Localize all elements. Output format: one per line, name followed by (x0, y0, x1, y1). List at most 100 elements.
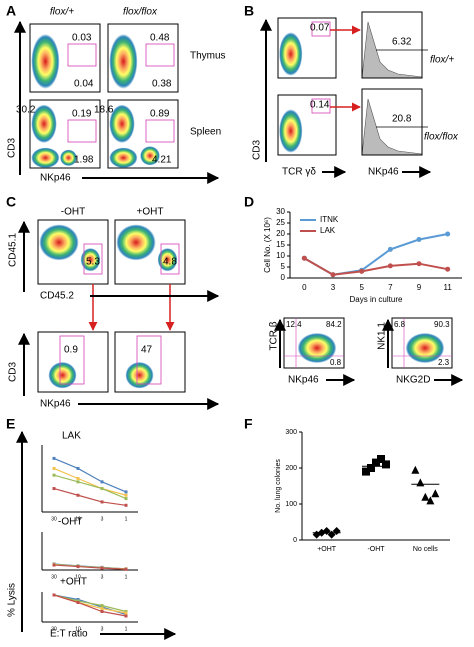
gate-value: 0.07 (310, 23, 330, 34)
y-tick-label: 5 (281, 262, 286, 271)
data-point (52, 456, 56, 460)
gate-value: 0.19 (72, 109, 92, 120)
density-blob (297, 333, 337, 363)
data-point (52, 487, 56, 491)
data-point (124, 497, 128, 501)
gate-value: 12.4 (286, 320, 302, 329)
gate (83, 243, 103, 275)
data-point (372, 458, 380, 467)
panel-label: B (244, 3, 254, 19)
gate (311, 98, 331, 114)
y-tick-label: 100 (285, 501, 297, 508)
x-tick-label: -OHT (367, 546, 385, 553)
data-point (382, 460, 390, 469)
column-label: flox/flox (123, 7, 158, 18)
data-point (52, 563, 56, 567)
density-blob (60, 149, 77, 166)
gate-value: 4.8 (163, 257, 177, 268)
gate-value: 0.38 (152, 79, 172, 90)
y-tick-label: 25 (276, 218, 285, 227)
density-blob (31, 104, 57, 143)
data-point (76, 493, 80, 497)
x-tick-label: 30 (51, 626, 57, 632)
density-blob (279, 32, 303, 76)
data-point (387, 246, 393, 252)
y-axis-label: Cell No. (X 10⁶) (263, 217, 272, 273)
axis-label: NKp46 (40, 173, 71, 184)
x-tick-label: 5 (359, 283, 364, 292)
gate (67, 43, 97, 67)
row-label: Thymus (190, 51, 226, 62)
axis-label: NKp46 (40, 399, 71, 410)
x-tick-label: 9 (417, 283, 422, 292)
data-point (100, 610, 104, 613)
legend-label: ITNK (320, 215, 339, 224)
column-label: -OHT (61, 207, 85, 218)
density-blob (125, 362, 154, 389)
gate-value: 5.3 (86, 257, 100, 268)
panel-label: F (244, 416, 253, 432)
panel-label: E (6, 416, 15, 432)
panel-label: D (244, 194, 254, 210)
x-tick-label: 30 (51, 516, 57, 522)
gate-value: 4.21 (152, 155, 172, 166)
axis-label: % Lysis (7, 583, 18, 617)
axis-label: E:T ratio (50, 629, 88, 640)
density-blob (116, 224, 156, 261)
data-point (426, 496, 435, 505)
chart-title: +OHT (60, 577, 87, 588)
series-line (53, 474, 127, 500)
axis-label: CD3 (252, 140, 263, 160)
y-tick-label: 30 (276, 207, 285, 216)
data-point (301, 255, 307, 261)
density-blob (31, 34, 60, 89)
y-tick-label: 10 (276, 251, 285, 260)
row-label: flox/+ (430, 55, 454, 66)
gate-value: 6.8 (394, 320, 406, 329)
gate (145, 43, 175, 67)
gate-value: 2.3 (438, 358, 450, 367)
axis-label: CD3 (7, 138, 18, 158)
density-blob (39, 224, 79, 261)
gate-value: 1.98 (74, 155, 94, 166)
series-line (53, 564, 127, 570)
histogram-frame (361, 88, 423, 156)
data-point (124, 503, 128, 507)
series-line (53, 594, 127, 617)
x-tick-label: 0 (302, 283, 307, 292)
axis-label: NK1.1 (377, 322, 388, 350)
data-point (416, 237, 422, 242)
gate-value: 0.48 (150, 33, 170, 44)
density-blob (80, 248, 101, 272)
x-tick-label: +OHT (317, 546, 337, 553)
gate-value: 0.89 (150, 109, 170, 120)
data-point (362, 467, 370, 476)
series-line (53, 457, 127, 493)
density-blob (31, 147, 60, 168)
y-axis-label: No. lung colonies (275, 459, 282, 513)
data-point (124, 490, 128, 494)
axis-label: TCR β (269, 321, 280, 350)
gate-value: 47 (141, 345, 153, 356)
gate-value: 84.2 (326, 320, 342, 329)
panel-label: C (6, 194, 16, 210)
density-blob (140, 146, 160, 166)
gate-value: 0.9 (64, 345, 78, 356)
density-blob (279, 109, 303, 153)
data-point (76, 601, 80, 604)
data-point (100, 604, 104, 607)
data-point (100, 480, 104, 484)
axis-label: NKp46 (368, 167, 399, 178)
row-label: flox/flox (424, 132, 459, 143)
density-blob (405, 333, 445, 363)
gate-value: 0.8 (330, 358, 342, 367)
axis-label: CD3 (8, 362, 19, 382)
x-tick-label: 10 (75, 626, 81, 632)
x-tick-label: 30 (51, 574, 57, 580)
x-tick-label: No cells (413, 546, 438, 553)
row-label: Spleen (190, 127, 221, 138)
data-point (411, 465, 420, 474)
x-tick-label: 3 (101, 516, 104, 522)
data-point (100, 500, 104, 504)
data-point (445, 266, 451, 272)
